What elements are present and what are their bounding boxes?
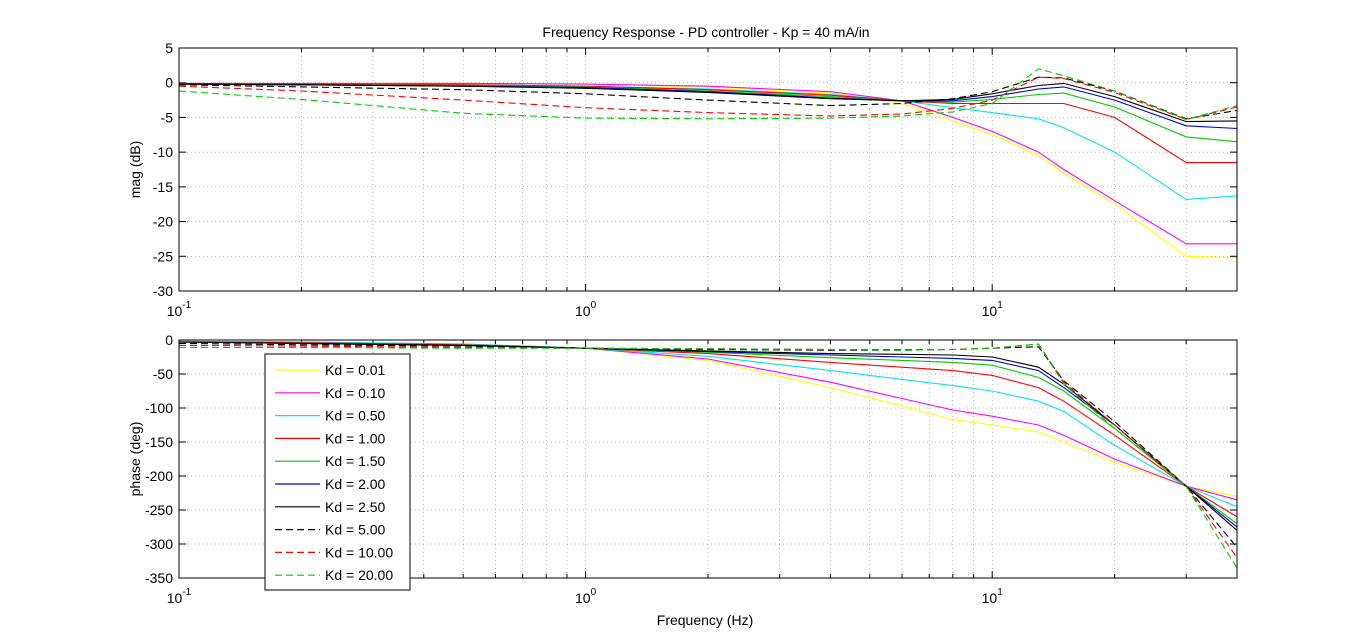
legend: Kd = 0.01 Kd = 0.10 Kd = 0.50 Kd = 1.00 Kd =… (264, 353, 411, 591)
y-tick-label: -300 (145, 536, 173, 552)
y-tick-label: -20 (153, 214, 173, 230)
series-line (179, 76, 1237, 120)
y-tick-label: -350 (145, 570, 173, 586)
legend-label: Kd = 5.00 (325, 522, 386, 538)
y-axis-label: mag (dB) (127, 141, 143, 199)
y-tick-label: -10 (153, 144, 173, 160)
axis-box (178, 339, 1238, 579)
series-line (179, 343, 1237, 569)
x-tick-label: 101 (982, 587, 1004, 606)
series-line (179, 82, 1237, 259)
y-tick-label: -150 (145, 434, 173, 450)
series-line (179, 68, 1237, 121)
series-line (179, 82, 1237, 123)
y-tick-label: 5 (165, 40, 173, 56)
legend-label: Kd = 2.00 (325, 476, 386, 492)
y-tick-label: -25 (153, 248, 173, 264)
series-line (179, 82, 1237, 164)
legend-label: Kd = 1.00 (325, 430, 386, 446)
axis-box (178, 47, 1238, 292)
legend-label: Kd = 2.50 (325, 499, 386, 515)
series-line (179, 340, 1237, 508)
y-tick-label: -200 (145, 468, 173, 484)
chart-title: Frequency Response - PD controller - Kp … (542, 24, 869, 40)
x-tick-label: 101 (982, 300, 1004, 319)
series-line (179, 82, 1237, 245)
y-tick-label: 0 (165, 75, 173, 91)
legend-label: Kd = 20.00 (325, 567, 393, 583)
y-tick-label: -100 (145, 400, 173, 416)
y-tick-label: 0 (165, 332, 173, 348)
x-tick-label: 100 (575, 587, 597, 606)
y-axis-label: phase (deg) (127, 422, 143, 497)
y-tick-label: -30 (153, 283, 173, 299)
legend-label: Kd = 0.10 (325, 385, 386, 401)
legend-label: Kd = 10.00 (325, 544, 393, 560)
y-tick-label: -250 (145, 502, 173, 518)
y-tick-label: -50 (153, 366, 173, 382)
x-axis-label: Frequency (Hz) (657, 612, 753, 628)
series-line (179, 76, 1237, 121)
y-tick-label: -5 (161, 109, 174, 125)
y-tick-label: -15 (153, 179, 173, 195)
x-tick-label: 10-1 (167, 300, 192, 319)
legend-label: Kd = 0.01 (325, 362, 386, 378)
legend-label: Kd = 1.50 (325, 453, 386, 469)
legend-label: Kd = 0.50 (325, 408, 386, 424)
x-tick-label: 100 (575, 300, 597, 319)
x-tick-label: 10-1 (167, 587, 192, 606)
